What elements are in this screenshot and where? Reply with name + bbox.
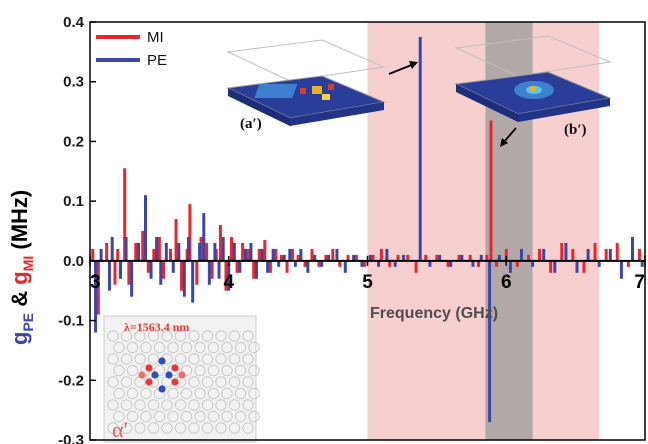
y-tick-label-2: 0.2 (63, 133, 84, 150)
x-tick-label-2: 5 (362, 272, 373, 293)
legend-mi-label: MI (147, 29, 164, 46)
inset-a-label: (a′) (240, 116, 262, 132)
y-tick-label-4: 0.0 (63, 253, 84, 270)
x-ticks: 3 4 5 6 7 (89, 255, 646, 293)
y-tick-label-3: 0.1 (63, 193, 84, 210)
y-tick-label-1: 0.3 (63, 74, 84, 91)
bars (91, 36, 644, 423)
y-label-mi-sub: MI (20, 256, 36, 272)
y-label-amp: & (7, 285, 32, 313)
y-label-g-mi: g (7, 271, 32, 284)
y-ticks: 0.4 0.3 0.2 0.1 0.0 -0.1 -0.2 -0.3 (58, 14, 96, 444)
inset-b-label: (b′) (564, 122, 587, 138)
y-label-g-pe: g (7, 332, 32, 345)
y-label-unit: (MHz) (7, 190, 32, 256)
plot-frame (89, 21, 646, 441)
y-tick-label-7: -0.3 (58, 432, 84, 444)
y-tick-label-0: 0.4 (63, 14, 85, 31)
x-axis-label: Frequency (GHz) (370, 305, 498, 322)
x-tick-label-0: 3 (90, 272, 101, 293)
y-axis-label: gPE & gMI (MHz) (7, 190, 36, 345)
inset-alpha-prime: λ=1563.4 nm α′ (103, 315, 260, 443)
y-tick-label-5: -0.1 (58, 313, 84, 330)
inset-alpha-label: α′ (112, 417, 128, 442)
inset-arrows (388, 61, 517, 147)
y-tick-label-6: -0.2 (58, 372, 84, 389)
x-tick-label-4: 7 (634, 272, 645, 293)
inset-a-prime: (a′) (226, 39, 386, 132)
wavelength-label: λ=1563.4 nm (124, 320, 189, 334)
y-label-pe-sub: PE (20, 313, 36, 332)
x-tick-label-1: 4 (223, 272, 234, 293)
inset-b-prime: (b′) (454, 35, 612, 138)
x-tick-label-3: 6 (501, 272, 512, 293)
legend: MI PE (91, 24, 177, 70)
legend-pe-label: PE (147, 52, 167, 69)
